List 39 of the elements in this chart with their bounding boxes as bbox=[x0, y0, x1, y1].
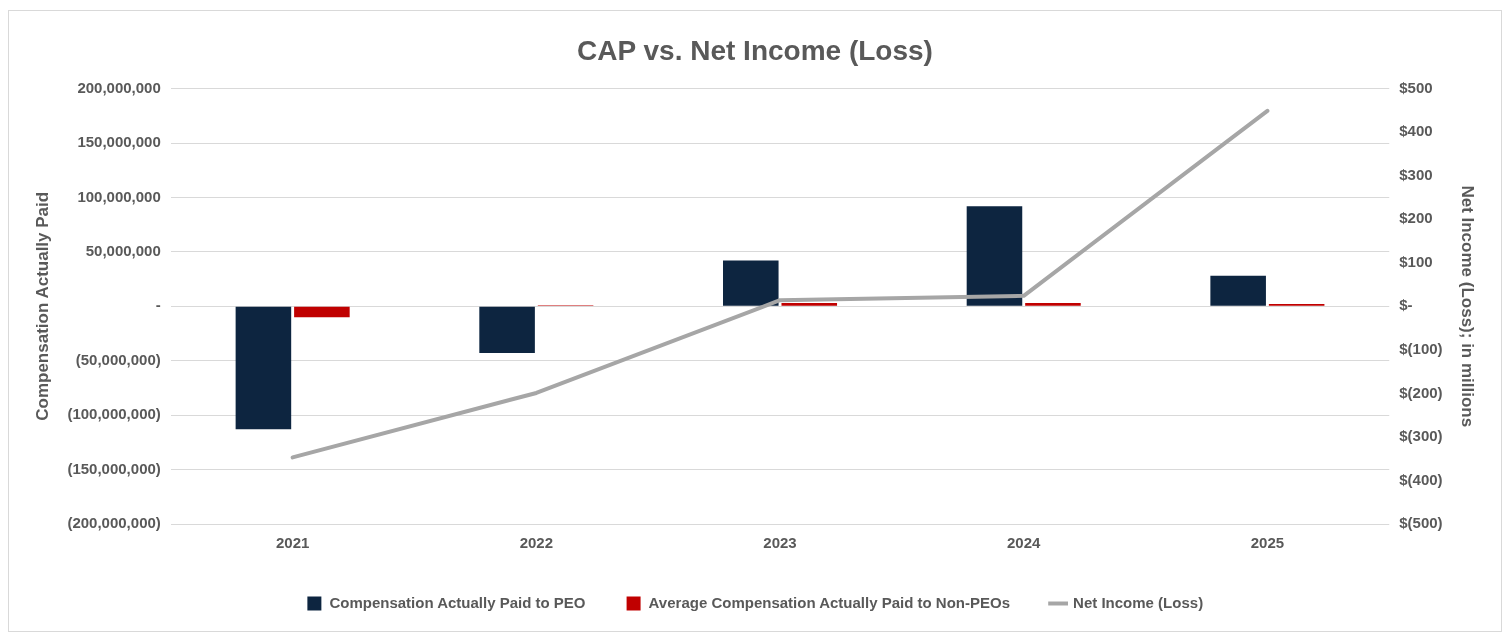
y2-tick-label: $(100) bbox=[1399, 339, 1443, 357]
y2-tick-label: $200 bbox=[1399, 209, 1433, 227]
y2-tick-label: $(500) bbox=[1399, 514, 1443, 532]
y-tick-label: (200,000,000) bbox=[67, 514, 161, 532]
legend-label: Compensation Actually Paid to PEO bbox=[329, 593, 586, 611]
bar bbox=[479, 306, 535, 354]
y-tick-label: (150,000,000) bbox=[67, 459, 161, 477]
y2-axis-title: Net Income (Loss); in millions bbox=[1458, 185, 1478, 428]
bar bbox=[723, 260, 779, 306]
x-tick-label: 2024 bbox=[1007, 534, 1042, 552]
y2-tick-label: $400 bbox=[1399, 122, 1433, 140]
x-tick-label: 2021 bbox=[275, 534, 310, 552]
y2-tick-label: $(400) bbox=[1399, 470, 1443, 488]
y-axis-title: Compensation Actually Paid bbox=[32, 191, 52, 421]
y2-tick-label: $100 bbox=[1399, 252, 1433, 270]
y2-tick-label: $(200) bbox=[1399, 383, 1443, 401]
legend-label: Average Compensation Actually Paid to Non-PEOs bbox=[648, 593, 1011, 611]
y2-tick-label: $500 bbox=[1399, 78, 1433, 96]
x-tick-label: 2025 bbox=[1250, 534, 1285, 552]
y-tick-label: 100,000,000 bbox=[77, 187, 161, 205]
bar bbox=[781, 303, 838, 306]
y-tick-label: 50,000,000 bbox=[85, 242, 161, 260]
x-tick-label: 2022 bbox=[519, 534, 554, 552]
x-tick-label: 2023 bbox=[763, 534, 797, 552]
y2-tick-label: $- bbox=[1399, 296, 1413, 314]
y-tick-label: - bbox=[155, 296, 161, 314]
y-tick-label: (100,000,000) bbox=[67, 405, 161, 423]
bar bbox=[1025, 303, 1081, 306]
chart-title: CAP vs. Net Income (Loss) bbox=[577, 34, 933, 66]
bar bbox=[1210, 275, 1266, 306]
bar bbox=[966, 206, 1023, 306]
bar bbox=[235, 306, 292, 430]
y-tick-label: 200,000,000 bbox=[77, 78, 161, 96]
legend-label: Net Income (Loss) bbox=[1073, 593, 1204, 611]
y2-tick-label: $300 bbox=[1399, 165, 1433, 183]
bar bbox=[294, 306, 350, 318]
y-tick-label: (50,000,000) bbox=[75, 350, 161, 368]
y2-tick-label: $(300) bbox=[1399, 427, 1443, 445]
y-tick-label: 150,000,000 bbox=[77, 133, 161, 151]
